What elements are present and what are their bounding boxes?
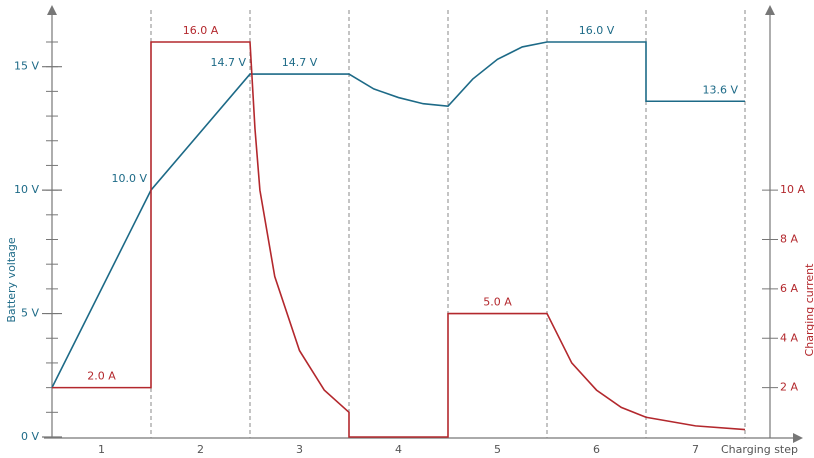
value-label: 16.0 V [579,24,615,37]
y2-tick-label: 6 A [780,282,798,295]
value-label: 10.0 V [111,172,147,185]
x-tick-label: 2 [197,443,204,456]
x-tick-label: 3 [296,443,303,456]
x-tick-label: 6 [593,443,600,456]
x-tick-label: 7 [692,443,699,456]
y-tick-label: 15 V [14,60,39,73]
series-line [51,41,745,388]
x-tick-label: 1 [98,443,105,456]
y-axis-label: Battery voltage [5,237,18,323]
value-label: 2.0 A [87,370,116,383]
y-tick-label: 5 V [21,307,39,320]
y-tick-label: 10 V [14,183,39,196]
y2-tick-label: 8 A [780,233,798,246]
x-tick-label: 5 [494,443,501,456]
value-label: 5.0 A [483,296,512,309]
x-tick-label: 4 [395,443,402,456]
value-label: 16.0 A [183,24,219,37]
value-label: 13.6 V [702,83,738,96]
series-line [52,41,746,438]
x-axis-label: Charging step [721,443,798,456]
y2-tick-label: 2 A [780,381,798,394]
y2-axis-label: Charging current [803,263,814,357]
y2-tick-label: 4 A [780,331,798,344]
value-label: 14.7 V [210,56,246,69]
y2-tick-label: 10 A [780,183,805,196]
y-tick-label: 0 V [21,430,39,443]
value-label: 14.7 V [282,56,318,69]
